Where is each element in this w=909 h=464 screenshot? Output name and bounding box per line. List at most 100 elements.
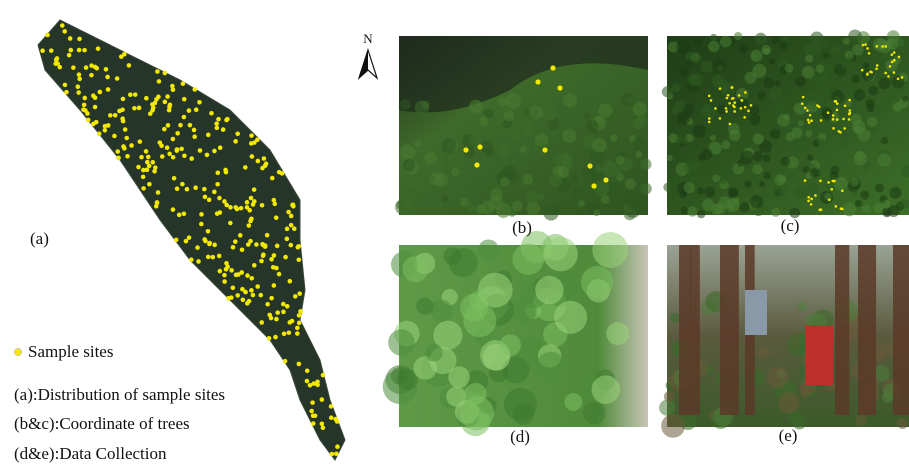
site-dot (228, 221, 233, 226)
site-dot (277, 272, 282, 277)
tree-dot (728, 102, 731, 105)
tree-dot (807, 196, 810, 199)
site-dot (82, 96, 87, 101)
texture (424, 152, 436, 164)
site-dot (49, 48, 54, 53)
site-dot (77, 72, 82, 77)
tree-dot (726, 97, 729, 100)
tree-dot (832, 127, 835, 130)
texture (629, 135, 636, 142)
texture (834, 177, 848, 191)
site-dot (269, 296, 274, 301)
texture (810, 76, 818, 84)
site-dot (165, 145, 170, 150)
site-dot (182, 115, 187, 120)
site-dot (156, 190, 161, 195)
texture (842, 203, 856, 217)
texture (705, 187, 715, 197)
site-dot (215, 126, 220, 131)
site-dot (40, 48, 45, 53)
texture (388, 329, 415, 356)
texture (400, 99, 411, 110)
site-dot (175, 131, 180, 136)
texture (481, 200, 495, 214)
tree-trunk (720, 245, 739, 415)
texture (507, 207, 517, 217)
texture (763, 154, 771, 162)
site-dot (93, 95, 98, 100)
tree-dot (866, 47, 869, 50)
site-dot (236, 272, 241, 277)
site-dot (139, 155, 144, 160)
texture (640, 159, 651, 170)
site-dot (113, 113, 118, 118)
site-dot (103, 128, 108, 133)
texture (817, 138, 825, 146)
texture (697, 210, 705, 218)
site-dot (96, 46, 101, 51)
site-dot (282, 331, 287, 336)
texture (469, 134, 481, 146)
texture (810, 168, 820, 178)
texture (712, 59, 726, 73)
site-dot (249, 276, 254, 281)
texture (734, 32, 742, 40)
site-dot (171, 207, 176, 212)
texture (609, 182, 618, 191)
texture (841, 128, 851, 138)
site-dot (105, 75, 110, 80)
tree-dot (841, 189, 844, 192)
site-dot (98, 90, 103, 95)
tree-dot (820, 119, 823, 122)
person (805, 325, 833, 385)
texture (415, 140, 422, 147)
texture (466, 203, 475, 212)
site-dot (295, 331, 300, 336)
tree-dot (891, 53, 894, 56)
legend-line: (b&c):Coordinate of trees (14, 414, 190, 433)
tree-dot (848, 99, 851, 102)
site-dot (262, 156, 267, 161)
texture (535, 276, 563, 304)
site-dot (291, 202, 296, 207)
site-dot (212, 243, 217, 248)
site-dot (138, 139, 143, 144)
site-dot (153, 165, 158, 170)
texture (400, 144, 415, 159)
texture (807, 154, 813, 160)
site-dot (194, 107, 199, 112)
tree-dot (862, 44, 865, 47)
tree-dot (725, 107, 728, 110)
site-dot (272, 283, 277, 288)
tree-dot (830, 188, 833, 191)
texture (661, 414, 685, 438)
site-dot (212, 190, 217, 195)
texture (822, 52, 829, 59)
tree-dot (603, 177, 608, 182)
site-dot (189, 156, 194, 161)
texture (449, 248, 478, 277)
site-dot (156, 95, 161, 100)
site-dot (89, 63, 94, 68)
site-dot (57, 65, 62, 70)
site-dot (199, 222, 204, 227)
site-dot (60, 23, 65, 28)
tree-dot (893, 59, 896, 62)
site-dot (240, 247, 245, 252)
texture (395, 199, 411, 215)
site-dot (193, 185, 198, 190)
texture (485, 148, 494, 157)
texture (586, 120, 599, 133)
site-dot (55, 56, 60, 61)
tree-dot (869, 70, 872, 73)
site-dot (45, 33, 50, 38)
site-dot (260, 166, 265, 171)
site-dot (188, 123, 193, 128)
site-dot (124, 136, 129, 141)
tree-dot (843, 127, 846, 130)
texture (465, 383, 487, 405)
texture (659, 400, 675, 416)
tree-dot (806, 109, 809, 112)
site-dot (215, 170, 220, 175)
texture (767, 367, 788, 388)
